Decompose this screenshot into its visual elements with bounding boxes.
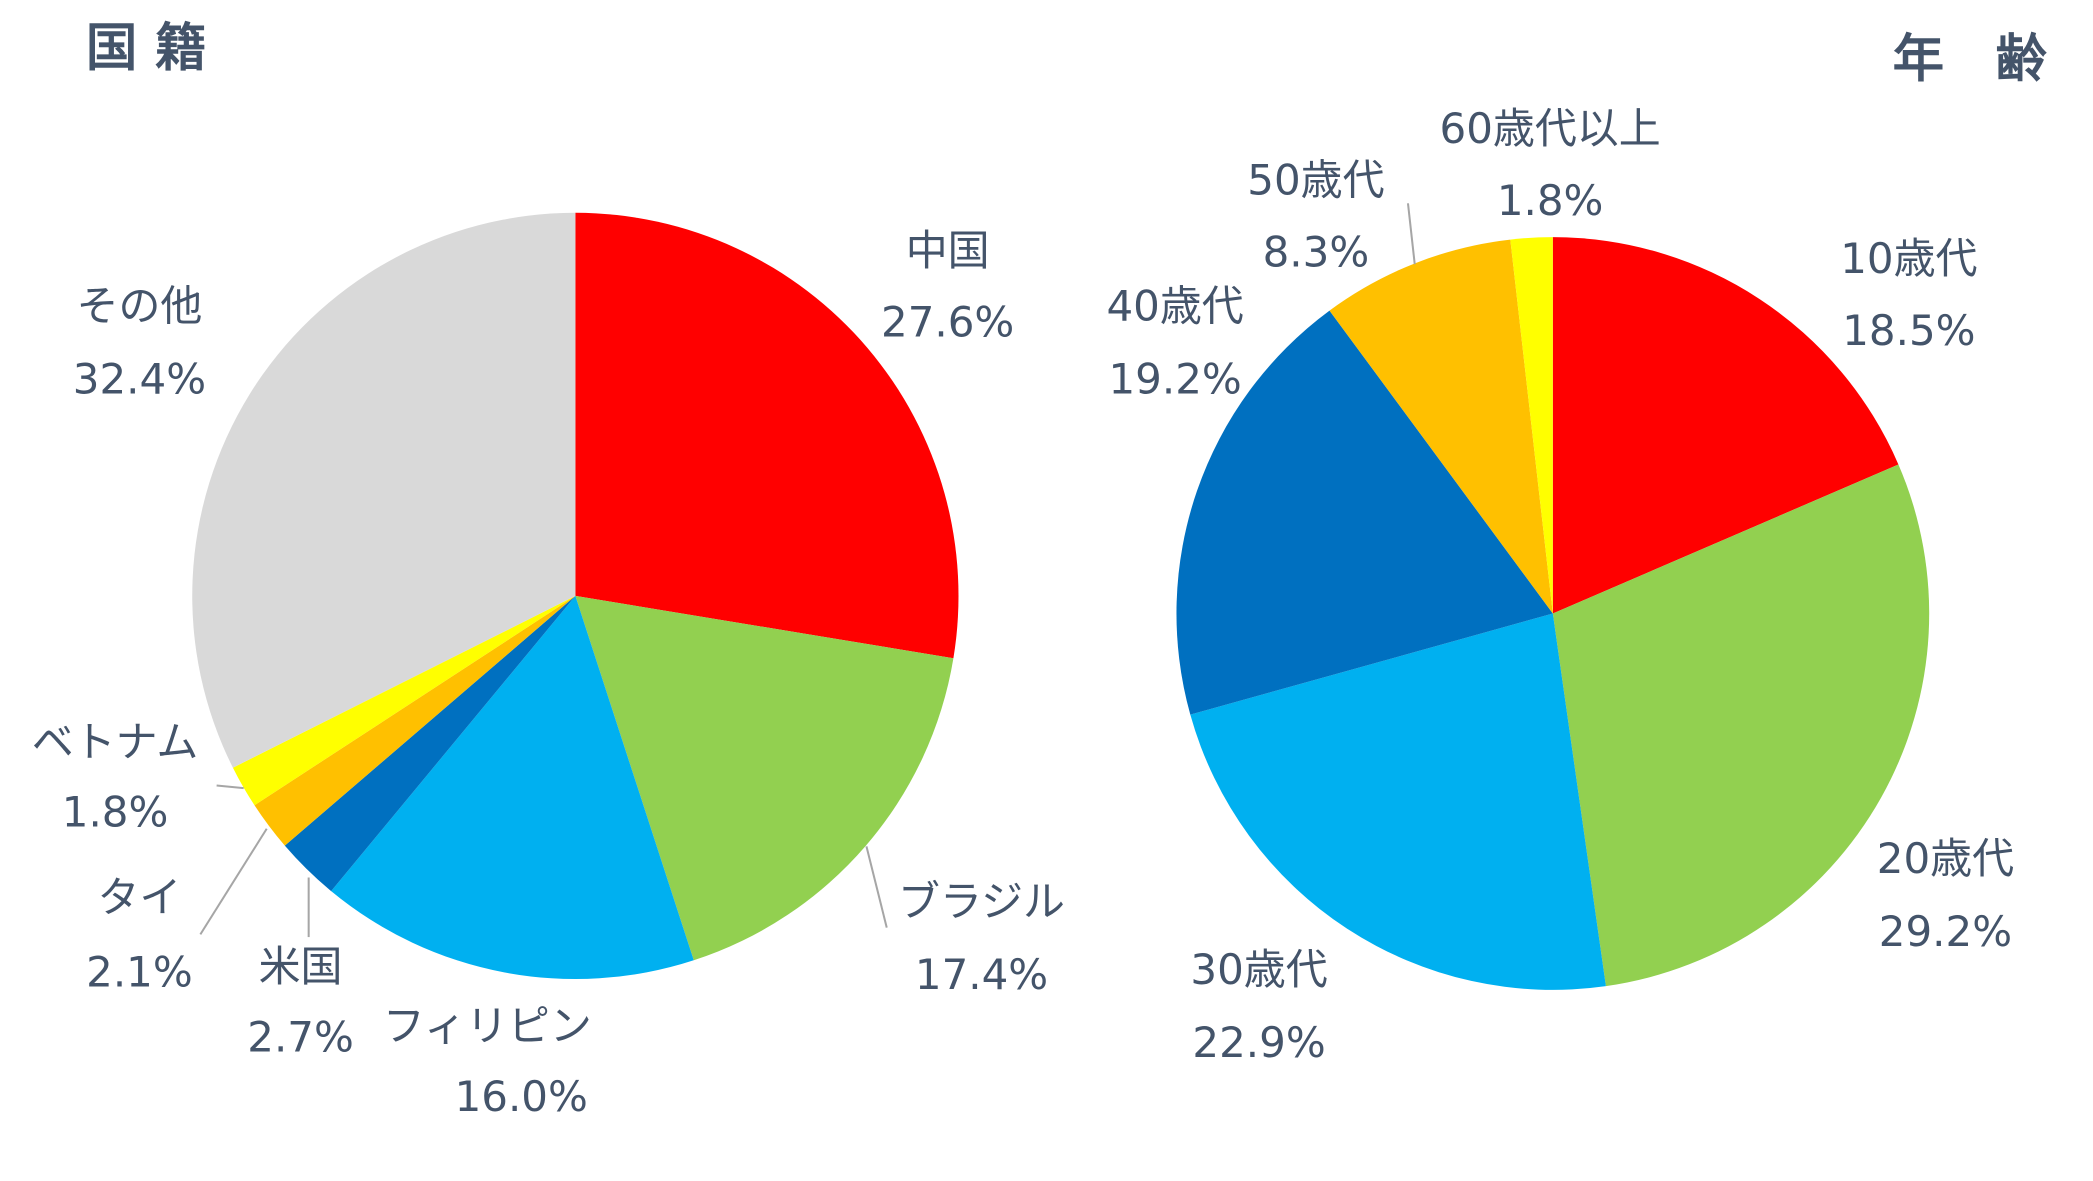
pie-slice — [254, 595, 576, 846]
pie-slice — [331, 595, 694, 980]
value-label: 22.9% — [1192, 1018, 1325, 1067]
slice-label: ベトナム — [32, 717, 199, 766]
pie-slice — [1552, 464, 1930, 987]
pie-slice — [575, 212, 959, 659]
chart-title: 国 籍 — [86, 19, 207, 79]
value-label: 1.8% — [1497, 176, 1604, 225]
leader-line — [1406, 203, 1416, 265]
pie-slice — [192, 212, 576, 768]
value-label: 18.5% — [1842, 306, 1975, 355]
pie-slice — [284, 595, 576, 892]
slice-label: 20歳代 — [1877, 834, 2014, 883]
leader-line — [199, 828, 268, 935]
slice-label: ブラジル — [898, 877, 1065, 926]
slice-label: 60歳代以上 — [1440, 104, 1661, 153]
value-label: 2.1% — [86, 947, 193, 996]
slice-label: 中国 — [906, 226, 990, 275]
slice-label: 40歳代 — [1106, 281, 1243, 330]
value-label: 1.8% — [62, 788, 169, 837]
value-label: 19.2% — [1108, 355, 1241, 404]
pie-slice — [1329, 239, 1553, 614]
slice-label: 30歳代 — [1190, 945, 1327, 994]
value-label: 29.2% — [1879, 907, 2012, 956]
leader-line — [865, 846, 888, 928]
pie-slice — [1552, 237, 1899, 614]
leader-line — [216, 784, 244, 790]
slice-label: タイ — [97, 873, 181, 922]
pie-slice — [1510, 237, 1553, 614]
value-label: 32.4% — [73, 355, 206, 404]
value-label: 2.7% — [247, 1012, 354, 1061]
slice-label: フィリピン — [383, 1002, 592, 1051]
pie-slice — [575, 595, 954, 961]
slice-label: 米国 — [259, 942, 343, 991]
pie-slice — [1190, 613, 1606, 990]
value-label: 27.6% — [881, 298, 1014, 347]
value-label: 8.3% — [1263, 227, 1370, 276]
slice-label: その他 — [77, 281, 203, 330]
value-label: 17.4% — [915, 950, 1048, 999]
pie-slice — [232, 595, 576, 806]
value-label: 16.0% — [455, 1072, 588, 1121]
pie-slice — [1176, 310, 1553, 715]
slice-label: 50歳代 — [1247, 156, 1384, 205]
slice-label: 10歳代 — [1840, 234, 1977, 283]
chart-title: 年 齢 — [1893, 30, 2048, 90]
